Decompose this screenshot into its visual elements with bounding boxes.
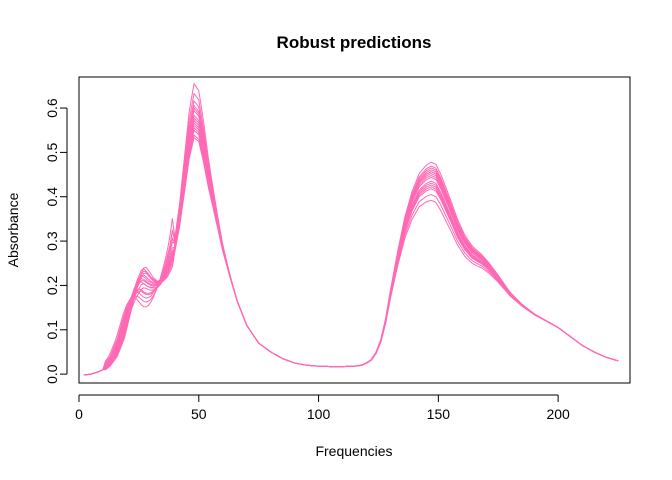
x-tick-label: 150 (427, 406, 451, 422)
x-tick-label: 100 (307, 406, 331, 422)
y-tick-label: 0.0 (44, 364, 60, 384)
y-axis: 0.0 0.1 0.2 0.3 0.4 0.5 0.6 (44, 98, 68, 384)
series-line-11 (83, 114, 619, 376)
series-line-15 (83, 107, 619, 376)
series-line-13 (83, 126, 619, 376)
series-line-12 (83, 99, 619, 376)
x-tick-label: 50 (191, 406, 207, 422)
x-axis-label: Frequencies (315, 443, 392, 459)
series-group (83, 82, 619, 376)
series-line-7 (83, 92, 619, 376)
x-tick-label: 0 (75, 406, 83, 422)
series-line-8 (83, 82, 619, 376)
chart-title: Robust predictions (277, 33, 432, 52)
x-tick-label: 200 (546, 406, 570, 422)
plot-area-frame (78, 76, 631, 384)
series-line-10 (83, 121, 619, 376)
series-line-4 (83, 116, 619, 376)
y-axis-label: Absorbance (5, 192, 21, 267)
series-line-6 (83, 104, 619, 376)
series-line-1 (83, 129, 619, 376)
y-tick-label: 0.1 (44, 320, 60, 340)
series-line-16 (83, 129, 619, 376)
y-tick-label: 0.2 (44, 275, 60, 295)
y-tick-label: 0.6 (44, 98, 60, 118)
series-line-5 (83, 109, 619, 376)
y-tick-label: 0.3 (44, 231, 60, 251)
series-line-3 (83, 134, 619, 376)
series-line-2 (83, 124, 619, 376)
x-axis: 0 50 100 150 200 (75, 394, 570, 422)
y-tick-label: 0.4 (44, 187, 60, 207)
series-line-14 (83, 119, 619, 376)
y-tick-label: 0.5 (44, 142, 60, 162)
series-line-9 (83, 136, 619, 376)
